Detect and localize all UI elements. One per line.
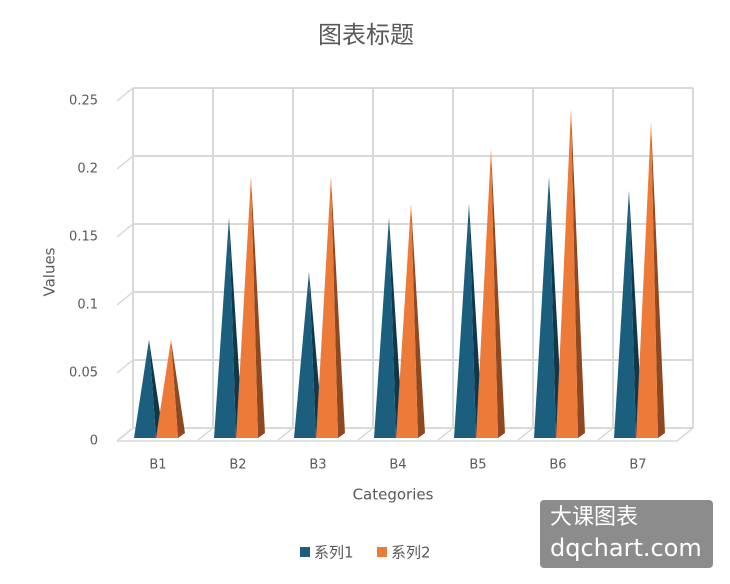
watermark: 大课图表 dqchart.com [540, 500, 713, 568]
tick-mark [116, 223, 134, 238]
pyramid [556, 108, 585, 438]
pyramid [236, 176, 265, 438]
pyramid-side [491, 149, 505, 438]
x-axis-label: Categories [353, 486, 434, 504]
tick-mark [116, 291, 134, 306]
pyramid-side [331, 176, 345, 438]
pyramid-front [294, 271, 316, 438]
x-tick-label: B6 [549, 458, 566, 473]
x-tick-label: B5 [469, 458, 486, 473]
x-tick-label: B3 [309, 458, 326, 473]
floor-line [516, 427, 534, 442]
floor-line [436, 427, 454, 442]
pyramid-side [149, 339, 163, 438]
y-tick-label: 0.2 [77, 162, 98, 177]
legend-label: 系列2 [391, 544, 431, 562]
pyramid-front [214, 217, 236, 438]
pyramid-side [571, 108, 585, 438]
pyramid-side [651, 122, 665, 438]
pyramid [134, 339, 163, 438]
tick-mark [116, 155, 134, 170]
pyramid-front [556, 108, 578, 438]
pyramid-front [236, 176, 258, 438]
pyramid [636, 122, 665, 438]
y-axis-label: Values [41, 247, 59, 296]
pyramid-side [171, 339, 185, 438]
pyramid-front [476, 149, 498, 438]
pyramid-front [396, 203, 418, 438]
tick-mark [116, 359, 134, 374]
pyramid-front [614, 190, 636, 438]
pyramid-front [534, 176, 556, 438]
legend-swatch [300, 547, 310, 557]
pyramid [316, 176, 345, 438]
legend-swatch [377, 547, 387, 557]
y-tick-label: 0 [90, 434, 98, 449]
pyramid [396, 203, 425, 438]
pyramid-front [636, 122, 658, 438]
y-tick-label: 0.25 [69, 94, 98, 109]
watermark-text: dqchart.com [550, 534, 702, 562]
pyramid [476, 149, 505, 438]
watermark-box [540, 500, 713, 568]
pyramid-side [389, 217, 403, 438]
x-tick-label: B7 [629, 458, 646, 473]
x-tick-label: B4 [389, 458, 406, 473]
x-tick-label: B1 [149, 458, 166, 473]
floor-line [276, 427, 294, 442]
floor-line [596, 427, 614, 442]
x-tick-label: B2 [229, 458, 246, 473]
watermark-text: 大课图表 [550, 505, 638, 530]
tick-mark [116, 87, 134, 102]
floor-line [356, 427, 374, 442]
floor-line [196, 427, 214, 442]
floor-line [116, 427, 134, 442]
pyramid-front [156, 339, 178, 438]
y-tick-label: 0.05 [69, 366, 98, 381]
pyramid-side [251, 176, 265, 438]
pyramid-front [316, 176, 338, 438]
pyramid-front [454, 203, 476, 438]
chart-title: 图表标题 [318, 21, 414, 49]
pyramid-front [374, 217, 396, 438]
pyramid [374, 217, 403, 438]
legend-label: 系列1 [314, 544, 354, 562]
pyramid-front [134, 339, 156, 438]
floor-line [676, 427, 694, 442]
y-tick-label: 0.1 [77, 298, 98, 313]
y-tick-label: 0.15 [69, 230, 98, 245]
pyramid-side [411, 203, 425, 438]
pyramid [156, 339, 185, 438]
